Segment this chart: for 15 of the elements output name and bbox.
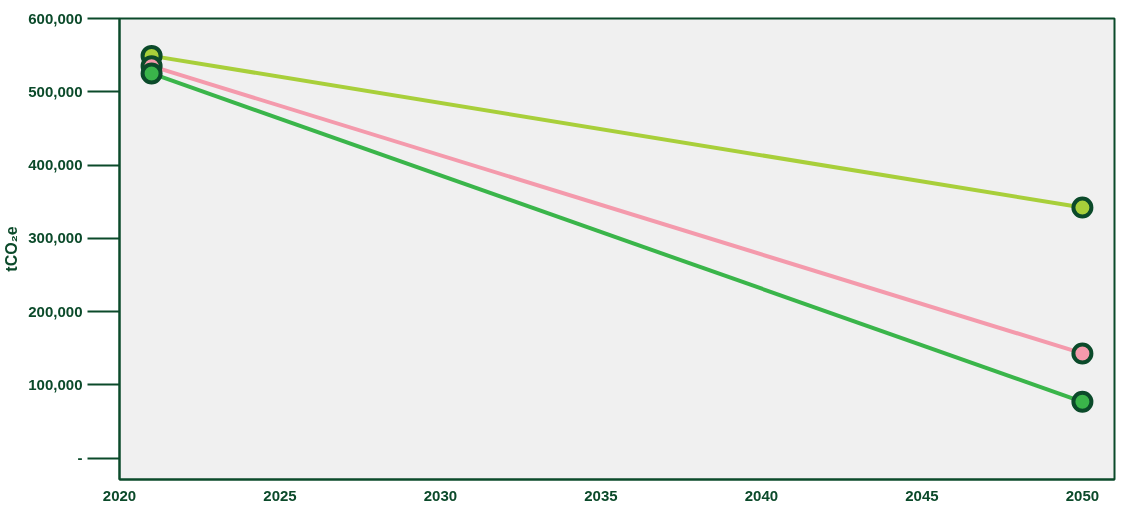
y-tick-label: 500,000 <box>28 82 83 100</box>
x-tick-label: 2045 <box>905 486 939 504</box>
x-tick-label: 2020 <box>102 486 137 504</box>
x-tick-label: 2050 <box>1065 486 1100 504</box>
y-axis-title: tCO₂e <box>3 226 21 272</box>
y-tick-label: 300,000 <box>28 229 83 247</box>
x-tick-label: 2030 <box>423 486 458 504</box>
y-tick-label: - <box>77 449 83 467</box>
y-tick-label: 200,000 <box>28 302 83 320</box>
x-tick-label: 2025 <box>263 486 297 504</box>
x-tick-label: 2040 <box>744 486 779 504</box>
y-tick-label: 400,000 <box>28 156 83 174</box>
y-tick-label: 600,000 <box>28 9 83 27</box>
y-tick-label: 100,000 <box>28 375 83 393</box>
x-tick-label: 2035 <box>584 486 618 504</box>
